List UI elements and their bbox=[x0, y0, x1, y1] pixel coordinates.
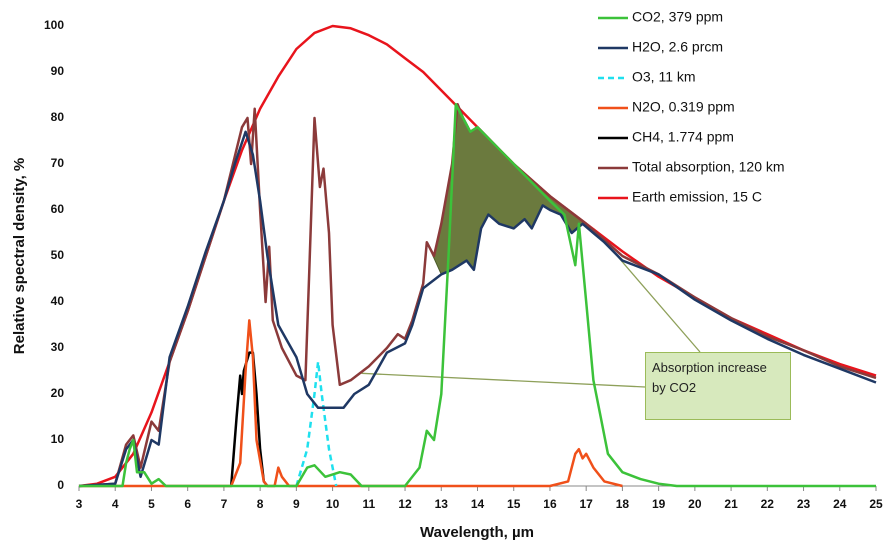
y-tick-label: 60 bbox=[51, 202, 65, 216]
y-axis-title: Relative spectral density, % bbox=[11, 158, 28, 354]
legend-label: CO2, 379 ppm bbox=[632, 9, 723, 25]
x-tick-label: 17 bbox=[580, 497, 594, 511]
y-tick-label: 40 bbox=[51, 294, 65, 308]
annotation-box: Absorption increase by CO2 bbox=[645, 352, 791, 420]
series-line bbox=[78, 102, 877, 488]
x-tick-label: 11 bbox=[362, 497, 375, 511]
x-tick-label: 3 bbox=[76, 497, 83, 511]
x-tick-label: 5 bbox=[148, 497, 155, 511]
series-line bbox=[79, 102, 876, 488]
y-tick-label: 70 bbox=[51, 156, 65, 170]
series-line bbox=[78, 130, 877, 488]
y-tick-label: 50 bbox=[51, 248, 65, 262]
x-axis-title: Wavelength, µm bbox=[420, 524, 534, 541]
legend-label: H2O, 2.6 prcm bbox=[632, 39, 723, 55]
x-tick-label: 19 bbox=[652, 497, 666, 511]
legend-label: CH4, 1.774 ppm bbox=[632, 129, 734, 145]
x-tick-label: 12 bbox=[398, 497, 412, 511]
legend-label: N2O, 0.319 ppm bbox=[632, 99, 735, 115]
x-tick-label: 24 bbox=[833, 497, 847, 511]
x-tick-label: 10 bbox=[326, 497, 340, 511]
y-tick-label: 80 bbox=[51, 110, 65, 124]
legend-label: O3, 11 km bbox=[632, 69, 696, 85]
x-tick-label: 9 bbox=[293, 497, 300, 511]
y-tick-label: 100 bbox=[44, 18, 64, 32]
series-line bbox=[295, 360, 338, 487]
x-tick-label: 4 bbox=[112, 497, 119, 511]
y-tick-label: 90 bbox=[51, 64, 65, 78]
x-tick-label: 25 bbox=[869, 497, 883, 511]
x-tick-label: 23 bbox=[797, 497, 811, 511]
y-tick-label: 0 bbox=[57, 478, 64, 492]
x-tick-label: 16 bbox=[543, 497, 557, 511]
series-line bbox=[79, 319, 623, 488]
x-tick-label: 7 bbox=[221, 497, 228, 511]
y-tick-label: 20 bbox=[51, 386, 65, 400]
legend-label: Earth emission, 15 C bbox=[632, 189, 762, 205]
x-tick-label: 18 bbox=[616, 497, 630, 511]
x-tick-label: 20 bbox=[688, 497, 702, 511]
y-tick-label: 30 bbox=[51, 340, 65, 354]
series-line bbox=[229, 351, 269, 487]
x-tick-label: 15 bbox=[507, 497, 521, 511]
x-tick-label: 6 bbox=[184, 497, 191, 511]
x-tick-label: 14 bbox=[471, 497, 485, 511]
x-tick-label: 21 bbox=[724, 497, 738, 511]
x-tick-label: 22 bbox=[761, 497, 775, 511]
legend-label: Total absorption, 120 km bbox=[632, 159, 785, 175]
y-tick-label: 10 bbox=[51, 432, 65, 446]
annotation-pointer bbox=[361, 372, 646, 388]
x-tick-label: 13 bbox=[435, 497, 449, 511]
x-tick-label: 8 bbox=[257, 497, 264, 511]
